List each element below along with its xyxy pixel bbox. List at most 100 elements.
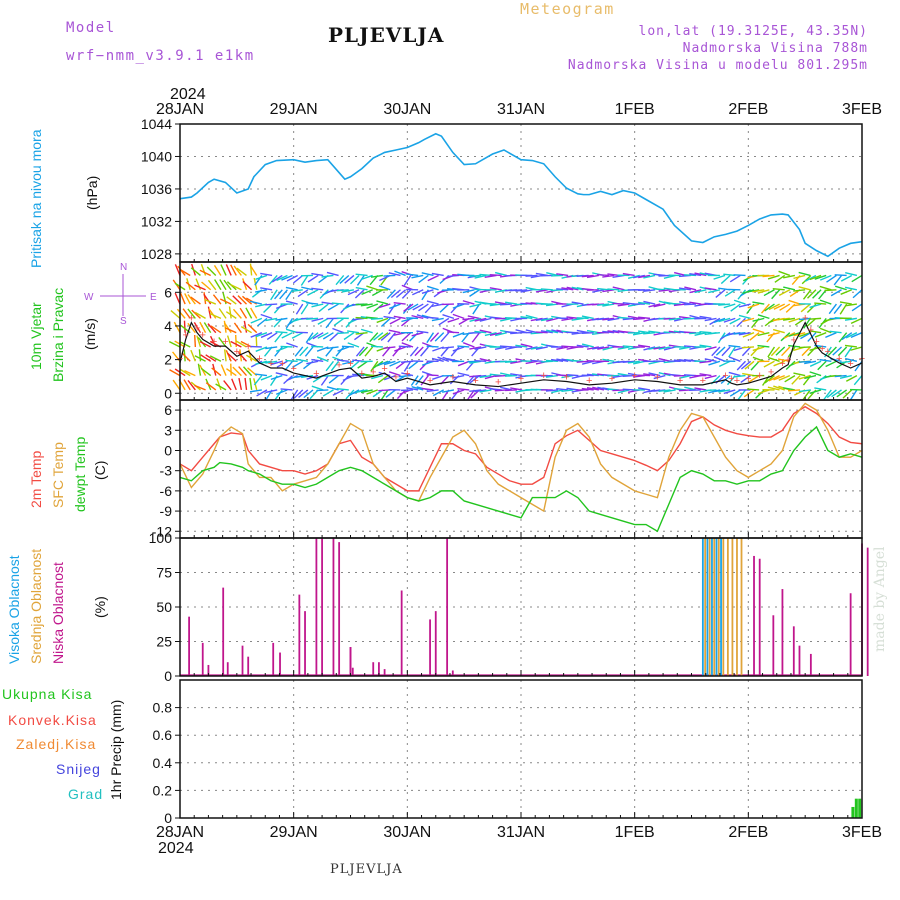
wind-barb xyxy=(469,346,482,350)
wind-barb xyxy=(663,287,676,291)
wind-barb xyxy=(378,389,391,392)
wind-barb xyxy=(185,281,196,291)
wind-barb xyxy=(432,389,445,397)
wind-barb xyxy=(388,303,396,315)
wind-barb xyxy=(308,332,319,341)
wind-barb xyxy=(673,271,686,277)
wind-barb xyxy=(274,346,283,357)
wind-barb xyxy=(341,289,355,293)
wind-barb xyxy=(358,346,369,357)
wind-barb xyxy=(242,281,253,291)
wind-barb xyxy=(764,303,775,312)
wind-barb xyxy=(209,312,222,320)
wind-barb xyxy=(218,337,227,348)
wind-barb xyxy=(845,332,858,339)
top-date-label: 1FEB xyxy=(615,101,655,118)
wind-barb xyxy=(401,342,414,348)
wind-barb xyxy=(622,272,635,277)
wind-barb xyxy=(312,332,324,340)
wind-barb xyxy=(355,346,365,357)
wind-barb xyxy=(474,317,487,322)
wind-barb xyxy=(781,346,791,357)
wind-barb xyxy=(648,372,661,377)
wind-barb xyxy=(479,273,492,277)
wind-barb xyxy=(271,274,283,283)
wind-barb xyxy=(788,389,801,392)
wind-barb xyxy=(489,287,502,291)
wind-barb xyxy=(330,360,340,372)
wind-barb xyxy=(844,303,857,307)
wind-barb xyxy=(378,371,391,377)
wind-barb xyxy=(798,346,811,349)
wind-barb xyxy=(817,360,827,371)
wind-barb xyxy=(306,317,319,320)
wind-barb xyxy=(566,387,579,391)
wind-barb xyxy=(347,342,360,348)
wind-barb xyxy=(668,317,681,321)
wind-barb xyxy=(328,375,339,384)
wind-barb xyxy=(540,330,553,334)
wind-gust-mark: + xyxy=(768,366,774,378)
wind-barb xyxy=(812,289,822,299)
wind-barb xyxy=(447,331,460,334)
wind-barb xyxy=(842,389,853,399)
legend-total-rain: Ukupna Kisa xyxy=(2,686,93,702)
wind-barb xyxy=(240,340,252,348)
wind-barb xyxy=(442,389,455,393)
wind-barb xyxy=(505,301,518,305)
wind-barb xyxy=(699,360,712,364)
wind-barb xyxy=(219,279,227,291)
wind-barb xyxy=(196,335,202,348)
wind-barb xyxy=(403,275,412,286)
wind-barb xyxy=(281,332,293,339)
wind-barb xyxy=(699,373,712,377)
wind-gust-mark: + xyxy=(279,358,285,370)
wind-barb xyxy=(773,374,785,381)
wind-barb xyxy=(347,330,360,334)
wind-barb xyxy=(311,385,324,391)
wind-barb xyxy=(286,274,298,282)
wind-barb xyxy=(392,346,402,357)
wind-barb xyxy=(263,346,273,357)
wind-barb xyxy=(206,266,217,276)
wind-barb xyxy=(431,317,444,322)
wind-barb xyxy=(804,374,817,380)
wind-barb xyxy=(561,287,574,291)
model-elevation-label: Nadmorska Visina u modelu 801.295m xyxy=(567,58,868,73)
wind-barb xyxy=(767,274,780,280)
compass-west: W xyxy=(84,292,94,303)
wind-barb xyxy=(622,302,635,305)
wind-barb xyxy=(612,389,625,392)
wind-barb xyxy=(205,382,217,391)
wind-barb xyxy=(788,299,801,305)
wind-barb xyxy=(723,317,736,323)
wind-compass: W E N S xyxy=(84,262,157,327)
wind-barb xyxy=(737,389,747,400)
wind-barb xyxy=(297,289,309,298)
wind-barb xyxy=(225,264,232,276)
wind-barb xyxy=(689,272,702,277)
wind-barb xyxy=(592,386,605,391)
wind-barb xyxy=(774,274,786,283)
wind-barb xyxy=(632,331,646,336)
y-tick-label: -3 xyxy=(160,463,173,479)
wind-barb xyxy=(370,274,383,278)
wind-barb xyxy=(494,332,507,337)
wind-barb xyxy=(450,346,460,357)
wind-barb xyxy=(840,274,853,282)
wind-barb xyxy=(607,288,620,291)
wind-barb xyxy=(494,346,507,350)
wind-barb xyxy=(426,285,439,291)
wind-barb xyxy=(783,274,796,279)
wind-barb xyxy=(479,374,492,379)
wind-barb xyxy=(231,378,237,391)
wind-gust-mark: + xyxy=(313,368,319,380)
wind-barb xyxy=(260,360,273,364)
wind-barb xyxy=(715,346,726,356)
wind-barb xyxy=(219,298,232,305)
wind-gust-mark: + xyxy=(188,313,194,325)
wind-barb xyxy=(225,350,232,362)
wind-barb xyxy=(412,289,424,296)
panel-frame xyxy=(179,679,863,819)
wind-barb xyxy=(648,330,661,334)
